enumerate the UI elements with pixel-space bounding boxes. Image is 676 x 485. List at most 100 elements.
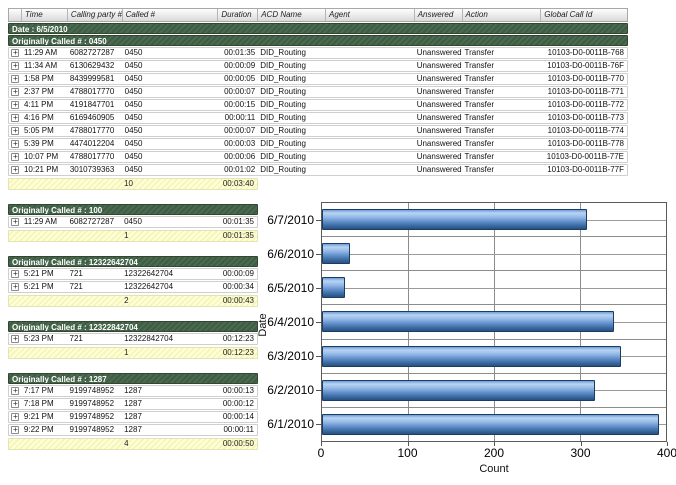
cell-global-call-id: 10103-D0-0011B-77E (546, 152, 624, 161)
cell-called: 0450 (124, 217, 142, 226)
expand-icon[interactable]: + (11, 152, 20, 161)
group-header[interactable]: Originally Called # : 12322842704 (8, 321, 258, 332)
cell-called: 12322642704 (124, 282, 174, 291)
column-header-agent[interactable]: Agent (326, 9, 415, 21)
group-header[interactable]: Originally Called # : 0450 (8, 35, 628, 46)
column-header-answered[interactable]: Answered (415, 9, 463, 21)
cell-action: Transfer (464, 100, 495, 109)
expand-icon[interactable]: + (11, 425, 20, 434)
expand-icon[interactable]: + (11, 334, 20, 343)
cell-called: 0450 (124, 113, 143, 122)
cell-duration: 00:00:12 (222, 399, 254, 408)
expand-icon[interactable]: + (11, 282, 20, 291)
cell-action: Transfer (464, 87, 495, 96)
cell-duration: 00:00:03 (224, 139, 256, 148)
expander-cell: + (9, 282, 22, 292)
expand-icon[interactable]: + (11, 48, 20, 57)
cell-answered: Unanswered (416, 61, 462, 70)
cell-global-call-id: 10103-D0-0011B-77F (547, 165, 624, 174)
column-header-global-call-id[interactable]: Global Call Id (544, 10, 593, 19)
cell-duration: 00:01:35 (224, 48, 256, 57)
table-row[interactable]: +5:39 PM 4474012204 0450 00:00:03 DID_Routin… (8, 138, 628, 150)
cell-global-call-id: 10103-D0-0011B-773 (547, 113, 624, 122)
expand-icon[interactable]: + (11, 74, 20, 83)
cell-acd-name: DID_Routing (260, 87, 307, 96)
chart-row: 6/4/2010 (267, 305, 666, 340)
expand-icon[interactable]: + (11, 386, 20, 395)
table-row[interactable]: +9:22 PM 9199748952 1287 00:00:11 (8, 424, 258, 436)
column-header-action[interactable]: Action (463, 9, 542, 21)
table-row[interactable]: +7:17 PM 9199748952 1287 00:00:13 (8, 385, 258, 397)
cell-duration: 00:00:07 (224, 87, 256, 96)
cell-agent (326, 152, 415, 162)
table-row[interactable]: +10:21 PM 3010739363 0450 00:01:02 DID_Routi… (8, 164, 628, 176)
expand-icon[interactable]: + (11, 139, 20, 148)
cell-calling-party: 721 (69, 334, 83, 343)
expand-icon[interactable]: + (11, 100, 20, 109)
table-row[interactable]: +11:34 AM 6130629432 0450 00:00:09 DID_Routi… (8, 60, 628, 72)
expander-cell: + (9, 152, 22, 162)
table-row[interactable]: +2:37 PM 4788017770 0450 00:00:07 DID_Routin… (8, 86, 628, 98)
cell-calling-party: 6082727287 (69, 48, 115, 57)
table-row[interactable]: +1:58 PM 8439999581 0450 00:00:05 DID_Routin… (8, 73, 628, 85)
table-row[interactable]: +4:11 PM 4191847701 0450 00:00:15 DID_Routin… (8, 99, 628, 111)
table-row[interactable]: +11:29 AM 6082727287 0450 00:01:35 (8, 216, 258, 228)
x-tick-label: 0 (317, 446, 325, 460)
y-tick-label: 6/5/2010 (267, 280, 314, 295)
cell-action: Transfer (464, 113, 495, 122)
cell-called: 12322642704 (124, 269, 174, 278)
cell-duration: 00:00:11 (223, 425, 254, 434)
table-row[interactable]: +7:18 PM 9199748952 1287 00:00:12 (8, 398, 258, 410)
x-axis: 0 100 200 300 400 (317, 442, 676, 460)
expand-icon[interactable]: + (11, 412, 20, 421)
table-row[interactable]: +9:21 PM 9199748952 1287 00:00:14 (8, 411, 258, 423)
table-row[interactable]: +5:21 PM 721 12322642704 00:00:09 (8, 268, 258, 280)
table-row[interactable]: +5:21 PM 721 12322642704 00:00:34 (8, 281, 258, 293)
expand-icon[interactable]: + (11, 113, 20, 122)
expand-icon[interactable]: + (11, 126, 20, 135)
cell-agent (326, 126, 415, 136)
cell-acd-name: DID_Routing (260, 74, 307, 83)
y-tick-label: 6/7/2010 (267, 212, 314, 227)
table-row[interactable]: +5:23 PM 721 12322842704 00:12:23 (8, 333, 258, 345)
column-header-calling-party[interactable]: Calling party # (68, 9, 123, 21)
expand-icon[interactable]: + (11, 165, 20, 174)
cell-duration: 00:00:14 (222, 412, 254, 421)
cell-agent (326, 48, 415, 58)
column-header-time[interactable]: Time (22, 9, 68, 21)
group-section: Originally Called # : 0450 +11:29 AM 60827… (8, 35, 628, 190)
column-header-called[interactable]: Called # (123, 9, 219, 21)
table-row[interactable]: +10:07 PM 4788017770 0450 00:00:06 DID_Routi… (8, 151, 628, 163)
expand-icon[interactable]: + (11, 399, 20, 408)
summary-spacer (9, 296, 122, 306)
cell-calling-party: 4788017770 (69, 126, 115, 135)
table-row[interactable]: +11:29 AM 6082727287 0450 00:01:35 DID_Routi… (8, 47, 628, 59)
cell-time: 9:22 PM (23, 425, 54, 434)
column-header-expander[interactable] (9, 9, 22, 21)
cell-answered: Unanswered (416, 165, 462, 174)
table-row[interactable]: +5:05 PM 4788017770 0450 00:00:07 DID_Routin… (8, 125, 628, 137)
y-tick (316, 287, 322, 289)
group-header[interactable]: Originally Called # : 100 (8, 204, 258, 215)
expander-cell: + (9, 334, 22, 344)
date-group-header[interactable]: Date : 6/5/2010 (8, 23, 628, 34)
cell-agent (326, 100, 415, 110)
group-header[interactable]: Originally Called # : 1287 (8, 373, 258, 384)
y-tick (316, 253, 322, 255)
expand-icon[interactable]: + (11, 217, 20, 226)
cell-agent (326, 61, 415, 71)
column-header-duration[interactable]: Duration (218, 9, 259, 21)
bar-6-7-2010 (322, 209, 587, 231)
table-row[interactable]: +4:16 PM 6169460905 0450 00:00:11 DID_Routin… (8, 112, 628, 124)
group-header[interactable]: Originally Called # : 12322642704 (8, 256, 258, 267)
cell-answered: Unanswered (416, 48, 462, 57)
expander-cell: + (9, 269, 22, 279)
expand-icon[interactable]: + (11, 269, 20, 278)
y-tick (316, 219, 322, 221)
expand-icon[interactable]: + (11, 61, 20, 70)
cell-time: 10:21 PM (23, 165, 59, 174)
cell-called: 0450 (124, 152, 143, 161)
column-header-acd-name[interactable]: ACD Name (258, 9, 326, 21)
x-tick (407, 442, 409, 446)
expand-icon[interactable]: + (11, 87, 20, 96)
